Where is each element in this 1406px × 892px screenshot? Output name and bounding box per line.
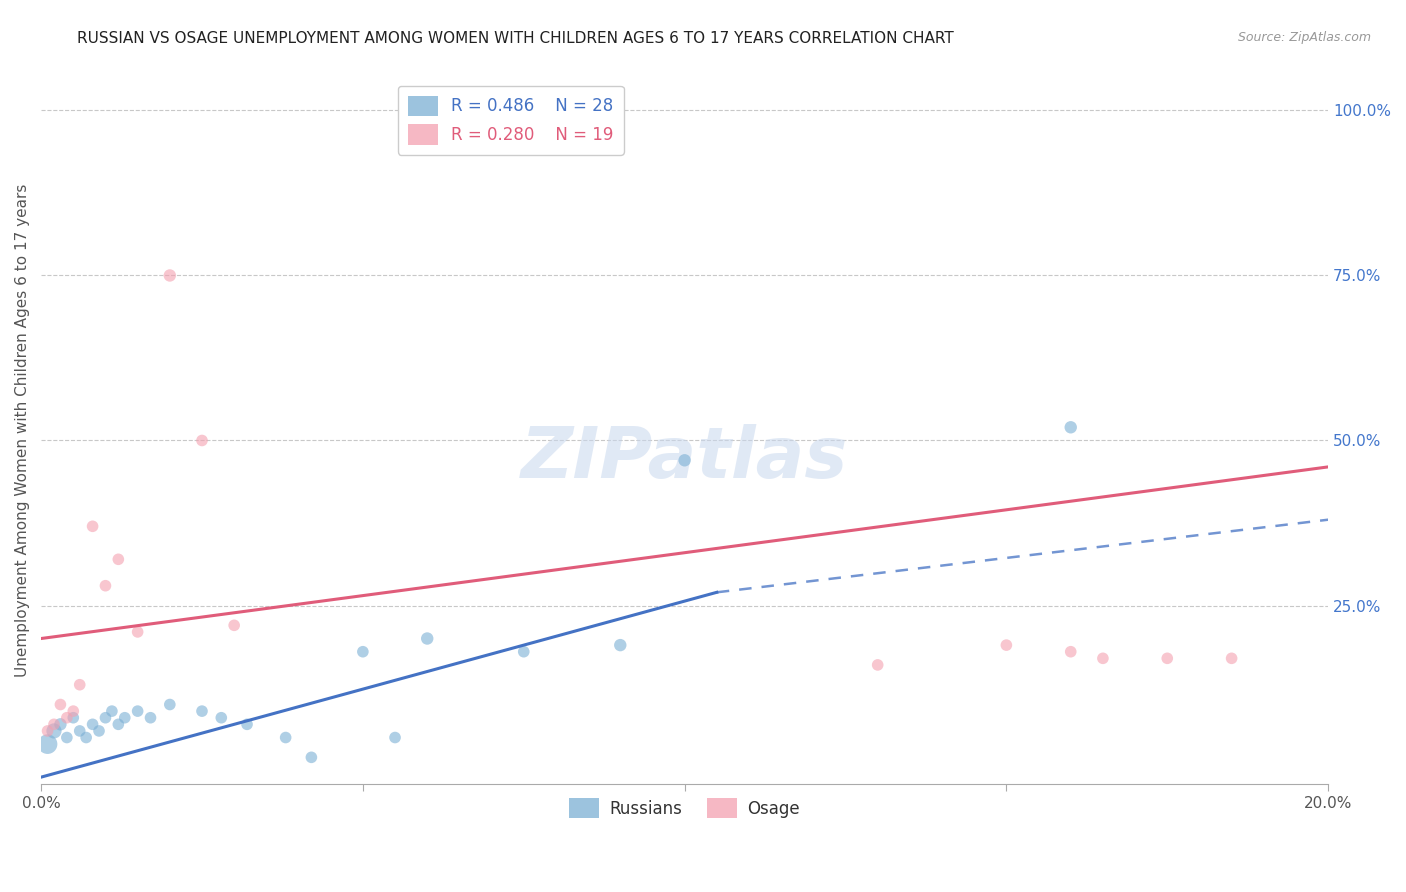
- Point: [274, 731, 297, 745]
- Point: [159, 698, 181, 712]
- Point: [114, 711, 136, 725]
- Text: RUSSIAN VS OSAGE UNEMPLOYMENT AMONG WOMEN WITH CHILDREN AGES 6 TO 17 YEARS CORRE: RUSSIAN VS OSAGE UNEMPLOYMENT AMONG WOME…: [77, 31, 955, 46]
- Point: [37, 723, 59, 738]
- Text: ZIPatlas: ZIPatlas: [522, 425, 848, 493]
- Point: [94, 711, 117, 725]
- Point: [56, 711, 79, 725]
- Point: [224, 618, 246, 632]
- Point: [866, 657, 889, 672]
- Point: [49, 717, 72, 731]
- Point: [191, 704, 214, 718]
- Point: [69, 723, 91, 738]
- Point: [56, 731, 79, 745]
- Point: [609, 638, 631, 652]
- Point: [127, 704, 149, 718]
- Point: [127, 624, 149, 639]
- Point: [191, 434, 214, 448]
- Point: [139, 711, 162, 725]
- Y-axis label: Unemployment Among Women with Children Ages 6 to 17 years: Unemployment Among Women with Children A…: [15, 184, 30, 677]
- Point: [209, 711, 232, 725]
- Point: [82, 519, 104, 533]
- Point: [75, 731, 97, 745]
- Point: [62, 704, 84, 718]
- Legend: Russians, Osage: Russians, Osage: [562, 791, 807, 825]
- Point: [236, 717, 259, 731]
- Point: [82, 717, 104, 731]
- Point: [94, 579, 117, 593]
- Point: [384, 731, 406, 745]
- Point: [101, 704, 124, 718]
- Point: [995, 638, 1018, 652]
- Point: [352, 645, 374, 659]
- Point: [1091, 651, 1114, 665]
- Point: [37, 737, 59, 751]
- Text: Source: ZipAtlas.com: Source: ZipAtlas.com: [1237, 31, 1371, 45]
- Point: [42, 717, 65, 731]
- Point: [42, 723, 65, 738]
- Point: [1156, 651, 1178, 665]
- Point: [1060, 420, 1083, 434]
- Point: [107, 717, 129, 731]
- Point: [673, 453, 696, 467]
- Point: [513, 645, 536, 659]
- Point: [87, 723, 110, 738]
- Point: [416, 632, 439, 646]
- Point: [62, 711, 84, 725]
- Point: [299, 750, 322, 764]
- Point: [69, 678, 91, 692]
- Point: [1220, 651, 1243, 665]
- Point: [159, 268, 181, 283]
- Point: [49, 698, 72, 712]
- Point: [1060, 645, 1083, 659]
- Point: [107, 552, 129, 566]
